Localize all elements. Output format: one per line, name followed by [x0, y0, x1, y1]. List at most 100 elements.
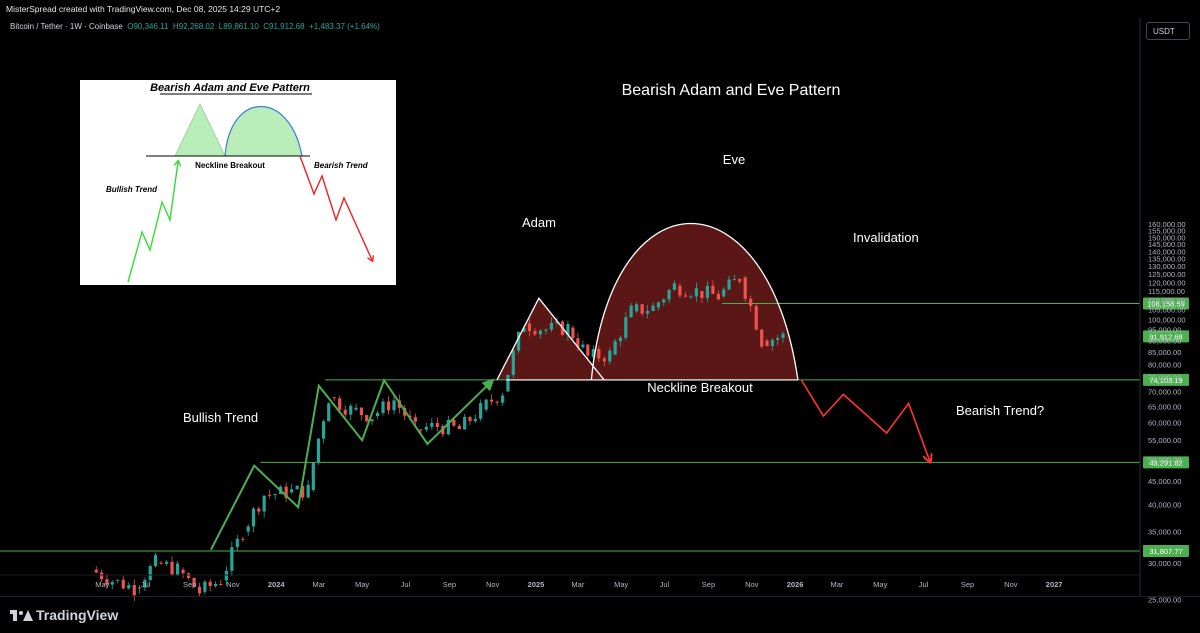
x-tick-label: 2024 — [268, 580, 286, 589]
y-tick-label: 70,000.00 — [1148, 387, 1181, 396]
candle-body — [533, 331, 537, 335]
candle-body — [581, 344, 585, 348]
level-badge — [1143, 456, 1189, 469]
symbol-name[interactable]: Bitcoin / Tether · 1W · Coinbase — [10, 22, 123, 31]
candle-body — [159, 562, 163, 564]
candle-body — [722, 289, 726, 297]
candle-body — [148, 566, 152, 581]
candle-body — [549, 322, 554, 330]
currency-button[interactable]: USDT — [1146, 22, 1190, 40]
candle-body — [306, 484, 310, 498]
level-badge-label: 31,807.77 — [1149, 547, 1182, 556]
y-tick-label: 90,000.00 — [1148, 337, 1181, 346]
candle-body — [175, 563, 180, 575]
candle-body — [316, 438, 321, 463]
candle-body — [694, 288, 699, 297]
candle-body — [213, 584, 218, 587]
x-tick-label: Mar — [571, 580, 584, 589]
candle-body — [219, 584, 223, 586]
y-tick-label: 130,000.00 — [1148, 262, 1186, 271]
x-tick-label: Jul — [919, 580, 929, 589]
tradingview-logo[interactable]: TradingView — [10, 605, 118, 625]
level-badge — [1143, 373, 1189, 386]
eve-outline — [590, 223, 799, 381]
candle-body — [711, 285, 715, 294]
level-badge — [1143, 297, 1189, 310]
candle-body — [116, 579, 120, 581]
y-tick-label: 145,000.00 — [1148, 240, 1186, 249]
candle-body — [656, 302, 661, 308]
candle-body — [522, 327, 526, 333]
candle-body — [678, 285, 682, 296]
candle-body — [538, 330, 543, 335]
x-tick-label: Jul — [660, 580, 670, 589]
y-tick-label: 135,000.00 — [1148, 255, 1186, 264]
candle-body — [473, 418, 477, 422]
candle-body — [224, 570, 228, 581]
candle-body — [290, 489, 294, 493]
candle-body — [301, 485, 305, 498]
level-badge-label: 108,158.59 — [1147, 299, 1185, 308]
y-tick-label: 95,000.00 — [1148, 326, 1181, 335]
candle-body — [153, 555, 158, 567]
candle-body — [743, 277, 747, 299]
eve-pattern-fill — [591, 223, 798, 380]
candle-body — [408, 415, 412, 418]
candle-body — [359, 407, 363, 416]
y-tick-label: 125,000.00 — [1148, 270, 1186, 279]
candle-body — [640, 304, 644, 314]
candle-body — [370, 419, 374, 422]
candle-body — [727, 279, 731, 290]
candle-body — [760, 329, 764, 347]
candle-body — [683, 295, 688, 297]
y-tick-label: 55,000.00 — [1148, 436, 1181, 445]
candle-body — [689, 296, 693, 298]
level-badge-label: 91,912.68 — [1149, 332, 1182, 341]
inset-eve-curve — [224, 105, 303, 157]
x-tick-label: 2025 — [528, 580, 545, 589]
inset-bullish-label: Bullish Trend — [106, 185, 158, 194]
level-badge-label: 49,291.82 — [1149, 458, 1182, 467]
tradingview-logo-icon — [10, 608, 33, 622]
adam-pattern-fill — [496, 298, 605, 380]
candle-body — [392, 400, 396, 411]
x-tick-label: 2027 — [1046, 580, 1063, 589]
candle-body — [94, 569, 98, 573]
y-tick-label: 30,000.00 — [1148, 559, 1181, 568]
bearish-trend-label: Bearish Trend? — [956, 403, 1044, 418]
x-tick-label: Sep — [443, 580, 456, 589]
candle-body — [192, 577, 196, 587]
candle-body — [419, 429, 423, 431]
candle-body — [555, 321, 559, 323]
ohlc-open: O90,346.11 — [127, 22, 169, 31]
inset-bearish-label: Bearish Trend — [314, 161, 369, 170]
candle-body — [591, 349, 595, 357]
candle-body — [186, 573, 191, 578]
candle-body — [208, 581, 212, 587]
y-tick-label: 65,000.00 — [1148, 402, 1181, 411]
candle-body — [251, 508, 256, 527]
x-tick-label: Mar — [312, 580, 325, 589]
candle-body — [203, 581, 207, 592]
candle-body — [716, 293, 721, 300]
candle-body — [430, 422, 434, 427]
candle-body — [235, 538, 239, 548]
candle-body — [781, 333, 785, 339]
x-tick-label: Nov — [226, 580, 240, 589]
candle-body — [257, 508, 261, 512]
chart-title: Bearish Adam and Eve Pattern — [622, 82, 841, 99]
y-tick-label: 25,000.00 — [1148, 596, 1181, 605]
candle-body — [597, 349, 601, 359]
x-tick-label: 2026 — [787, 580, 804, 589]
candle-body — [452, 419, 456, 426]
symbol-bar: Bitcoin / Tether · 1W · Coinbase O90,346… — [0, 18, 1140, 36]
y-tick-label: 35,000.00 — [1148, 528, 1181, 537]
candle-body — [479, 403, 483, 419]
candle-body — [197, 586, 202, 594]
candle-body — [311, 462, 315, 491]
candle-body — [105, 579, 109, 585]
candle-body — [629, 305, 633, 318]
candle-body — [624, 317, 628, 338]
y-tick-label: 115,000.00 — [1148, 287, 1185, 296]
